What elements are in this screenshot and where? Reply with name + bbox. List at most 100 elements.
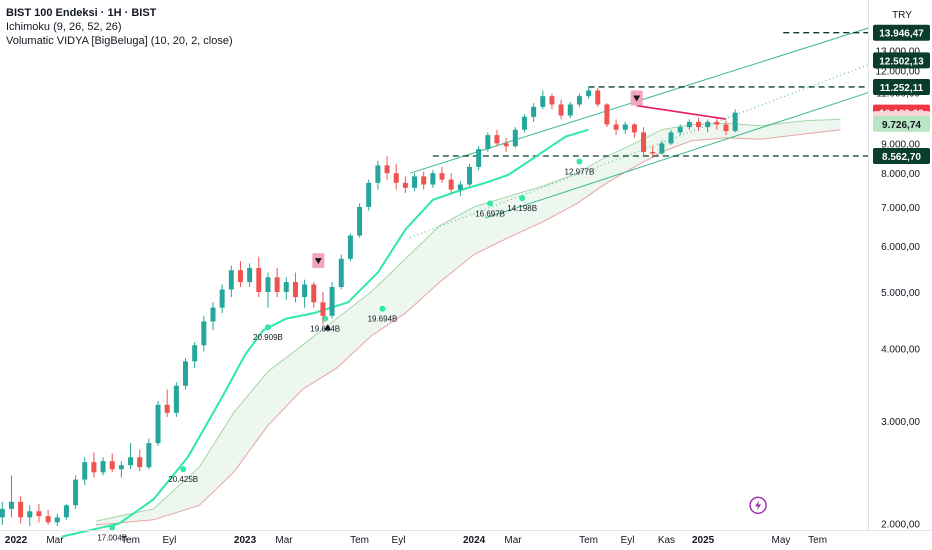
vidya-volume-label: 20.425B: [168, 475, 198, 484]
candle-body: [302, 284, 308, 298]
candle-body: [201, 321, 207, 346]
x-tick-label: 2025: [692, 535, 715, 546]
y-tick-label: 8.000,00: [881, 169, 920, 180]
candle-body: [183, 361, 189, 386]
candle-body: [595, 90, 601, 105]
channel-lower-line: [485, 92, 869, 219]
x-tick-label: Eyl: [163, 535, 177, 546]
price-label: 11.252,11: [880, 83, 924, 94]
symbol-title[interactable]: BIST 100 Endeksi · 1H · BIST: [6, 7, 157, 19]
x-tick-label: Tem: [808, 535, 827, 546]
vidya-line: [61, 128, 589, 538]
vidya-marker: [379, 305, 386, 312]
candle-body: [247, 267, 253, 283]
candle-body: [338, 258, 344, 287]
vidya-volume-label: 20.909B: [253, 333, 283, 342]
candle-body: [549, 96, 555, 105]
candle-body: [659, 143, 665, 154]
vidya-legend[interactable]: Volumatic VIDYA [BigBeluga] (10, 20, 2, …: [6, 35, 233, 47]
price-label: 8.562,70: [882, 152, 921, 163]
candle-body: [45, 516, 51, 523]
candle-body: [18, 501, 24, 518]
resistance-line: [636, 104, 727, 120]
candle-body: [54, 517, 60, 523]
price-axis: 2.000,00 3.000,00 4.000,00 5.000,00 6.000,00…: [873, 24, 930, 531]
price-label-bg: [873, 52, 930, 69]
candle-body: [8, 501, 14, 509]
candle-body: [256, 267, 262, 292]
candle-body: [686, 121, 692, 128]
y-tick-label: 4.000,00: [881, 344, 920, 355]
vidya-volume-label: 12.977B: [565, 167, 595, 176]
candle-body: [357, 206, 363, 236]
candle-body: [375, 165, 381, 183]
candle-body: [36, 511, 42, 517]
vidya-volume-label: 17.004B: [97, 533, 127, 542]
y-tick-label: 13.000,00: [876, 46, 921, 57]
candle-body: [366, 182, 372, 207]
candle-body: [567, 104, 573, 116]
candle-body: [210, 307, 216, 322]
chart-legend: BIST 100 Endeksi · 1H · BIST Ichimoku (9…: [6, 6, 233, 48]
candle-body: [118, 465, 124, 470]
candle-body: [173, 385, 179, 413]
candle-body: [604, 104, 610, 125]
x-tick-label: Tem: [350, 535, 369, 546]
vidya-marker: [109, 524, 116, 531]
bullish-signal-icon: [324, 324, 332, 331]
vidya-volume-label: 14.198B: [507, 204, 537, 213]
vidya-marker: [519, 195, 526, 202]
candle-body: [448, 179, 454, 190]
horizontal-levels: [432, 32, 868, 157]
candle-body: [347, 235, 353, 259]
candle-body: [155, 404, 161, 444]
vidya-volume-label: 19.694B: [368, 315, 398, 324]
price-label-bg: [873, 24, 930, 41]
candle-body: [512, 129, 518, 147]
y-tick-label: 6.000,00: [881, 242, 920, 253]
candle-body: [521, 116, 527, 130]
candle-body: [503, 143, 509, 147]
x-tick-label: 2024: [463, 535, 486, 546]
candle-body: [274, 277, 280, 292]
candle-body: [540, 96, 546, 107]
candle-body: [63, 505, 69, 518]
candle-body: [109, 461, 115, 470]
candle-body: [192, 345, 198, 362]
signal-markers: [312, 90, 767, 515]
candle-body: [128, 457, 134, 466]
candle-body: [82, 462, 88, 480]
y-tick-label: 5.000,00: [881, 288, 920, 299]
candle-body: [402, 182, 408, 188]
candle-body: [146, 443, 152, 468]
price-label: 12.502,13: [879, 56, 924, 67]
y-tick-label: 7.000,00: [881, 203, 920, 214]
candle-body: [0, 508, 5, 518]
candle-body: [641, 132, 647, 152]
candle-body: [531, 106, 537, 117]
candle-body: [705, 121, 711, 128]
candle-body: [714, 121, 720, 125]
candle-body: [91, 462, 97, 473]
vidya-marker: [487, 200, 494, 207]
candle-body: [622, 124, 628, 130]
candle-body: [421, 176, 427, 185]
price-label: 13.946,47: [879, 29, 924, 40]
price-label-bg: [873, 78, 930, 95]
vidya-volume-label: 16.697B: [475, 209, 505, 218]
candle-body: [485, 135, 491, 150]
ichimoku-legend[interactable]: Ichimoku (9, 26, 52, 26): [6, 21, 122, 33]
y-tick-label: 12.000,00: [876, 67, 921, 78]
candle-body: [283, 282, 289, 292]
bearish-signal-icon: [314, 258, 322, 265]
candle-body: [329, 286, 335, 316]
x-tick-label: Tem: [579, 535, 598, 546]
vidya-marker: [264, 324, 271, 331]
candle-body: [219, 289, 225, 308]
candle-body: [412, 176, 418, 188]
candle-body: [696, 121, 702, 128]
candle-body: [494, 135, 500, 144]
currency-button[interactable]: TRY: [892, 10, 912, 21]
